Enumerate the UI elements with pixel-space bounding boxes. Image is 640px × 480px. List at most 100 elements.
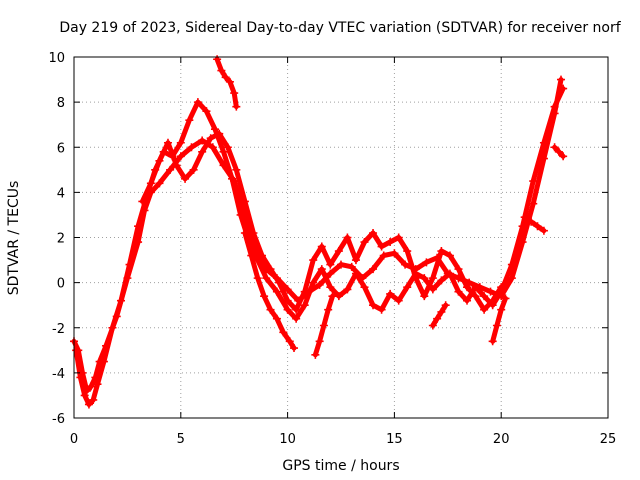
- data-point: [232, 102, 241, 111]
- data-point: [518, 222, 527, 231]
- y-tick-label: 4: [57, 186, 65, 201]
- data-point: [300, 301, 309, 310]
- data-point: [116, 296, 125, 305]
- data-point: [533, 222, 542, 231]
- series-track-d: [213, 55, 241, 111]
- data-point: [437, 247, 446, 256]
- chart-title: Day 219 of 2023, Sidereal Day-to-day VTE…: [59, 20, 621, 36]
- data-point: [529, 177, 538, 186]
- data-point: [527, 217, 536, 226]
- data-point: [463, 283, 472, 292]
- data-point: [554, 147, 563, 156]
- data-point: [219, 147, 228, 156]
- series-track-g: [428, 301, 450, 330]
- data-point: [337, 260, 345, 269]
- data-point: [369, 228, 378, 237]
- data-point: [360, 283, 369, 292]
- data-point: [155, 179, 164, 188]
- data-point: [210, 125, 219, 134]
- data-point: [181, 174, 190, 183]
- data-point: [428, 321, 437, 330]
- data-point: [550, 143, 559, 152]
- data-point: [334, 247, 343, 256]
- data-point: [198, 147, 207, 156]
- data-point: [520, 213, 529, 222]
- series-track-j: [550, 143, 568, 161]
- data-point: [492, 321, 501, 330]
- data-point: [166, 165, 175, 174]
- data-point: [343, 233, 352, 242]
- data-point: [403, 247, 412, 256]
- data-point: [290, 344, 299, 353]
- data-point: [420, 274, 429, 283]
- x-axis-label: GPS time / hours: [282, 458, 399, 474]
- x-tick-label: 0: [70, 432, 78, 447]
- y-tick-label: 8: [57, 96, 65, 111]
- data-point: [309, 256, 318, 265]
- data-point: [394, 233, 403, 242]
- x-tick-label: 20: [493, 432, 510, 447]
- data-point: [539, 138, 548, 147]
- data-point: [377, 305, 386, 314]
- data-point: [319, 321, 328, 330]
- data-point: [317, 265, 326, 274]
- data-point: [445, 269, 454, 278]
- data-point: [441, 301, 450, 310]
- data-point: [433, 314, 442, 323]
- data-point: [454, 287, 463, 296]
- y-tick-label: -6: [52, 412, 65, 427]
- data-point: [343, 285, 352, 294]
- data-point: [108, 323, 117, 332]
- data-point: [300, 287, 309, 296]
- data-point: [89, 395, 98, 404]
- data-point: [272, 287, 281, 296]
- data-point: [328, 292, 337, 301]
- y-tick-label: 6: [57, 141, 65, 156]
- series-track-c: [138, 129, 506, 314]
- data-point: [311, 350, 320, 359]
- data-point: [208, 143, 217, 152]
- data-point: [317, 242, 326, 251]
- data-point: [202, 107, 211, 116]
- data-point: [232, 165, 241, 174]
- data-point: [172, 161, 181, 170]
- series-line: [430, 302, 449, 328]
- y-tick-label: 2: [57, 232, 65, 247]
- data-point: [272, 314, 281, 323]
- y-tick-label: 0: [57, 277, 65, 292]
- data-point: [394, 296, 403, 305]
- data-point: [225, 77, 234, 86]
- data-point: [351, 256, 360, 265]
- data-point: [324, 305, 333, 314]
- data-point: [471, 292, 480, 301]
- data-point: [529, 199, 538, 208]
- data-point: [215, 129, 224, 138]
- data-point: [326, 283, 335, 292]
- x-tick-label: 15: [386, 432, 403, 447]
- data-point: [539, 226, 548, 235]
- data-point: [369, 301, 378, 310]
- data-point: [437, 307, 446, 316]
- data-point: [240, 228, 249, 237]
- data-point: [559, 152, 568, 161]
- data-point: [550, 102, 559, 111]
- data-point: [187, 143, 196, 152]
- series-track-h: [488, 294, 510, 346]
- data-point: [326, 260, 335, 269]
- data-point: [240, 197, 249, 206]
- data-point: [428, 274, 437, 283]
- data-point: [471, 283, 480, 292]
- data-point: [390, 249, 399, 258]
- data-point: [497, 305, 506, 314]
- series-line: [490, 295, 508, 344]
- data-point: [377, 242, 386, 251]
- data-point: [386, 289, 395, 298]
- data-point: [557, 75, 566, 84]
- data-point: [185, 116, 194, 125]
- data-point: [283, 296, 292, 305]
- data-point: [193, 98, 202, 107]
- data-point: [488, 337, 497, 346]
- data-point: [497, 283, 506, 292]
- data-point: [134, 222, 143, 231]
- data-point: [315, 280, 324, 289]
